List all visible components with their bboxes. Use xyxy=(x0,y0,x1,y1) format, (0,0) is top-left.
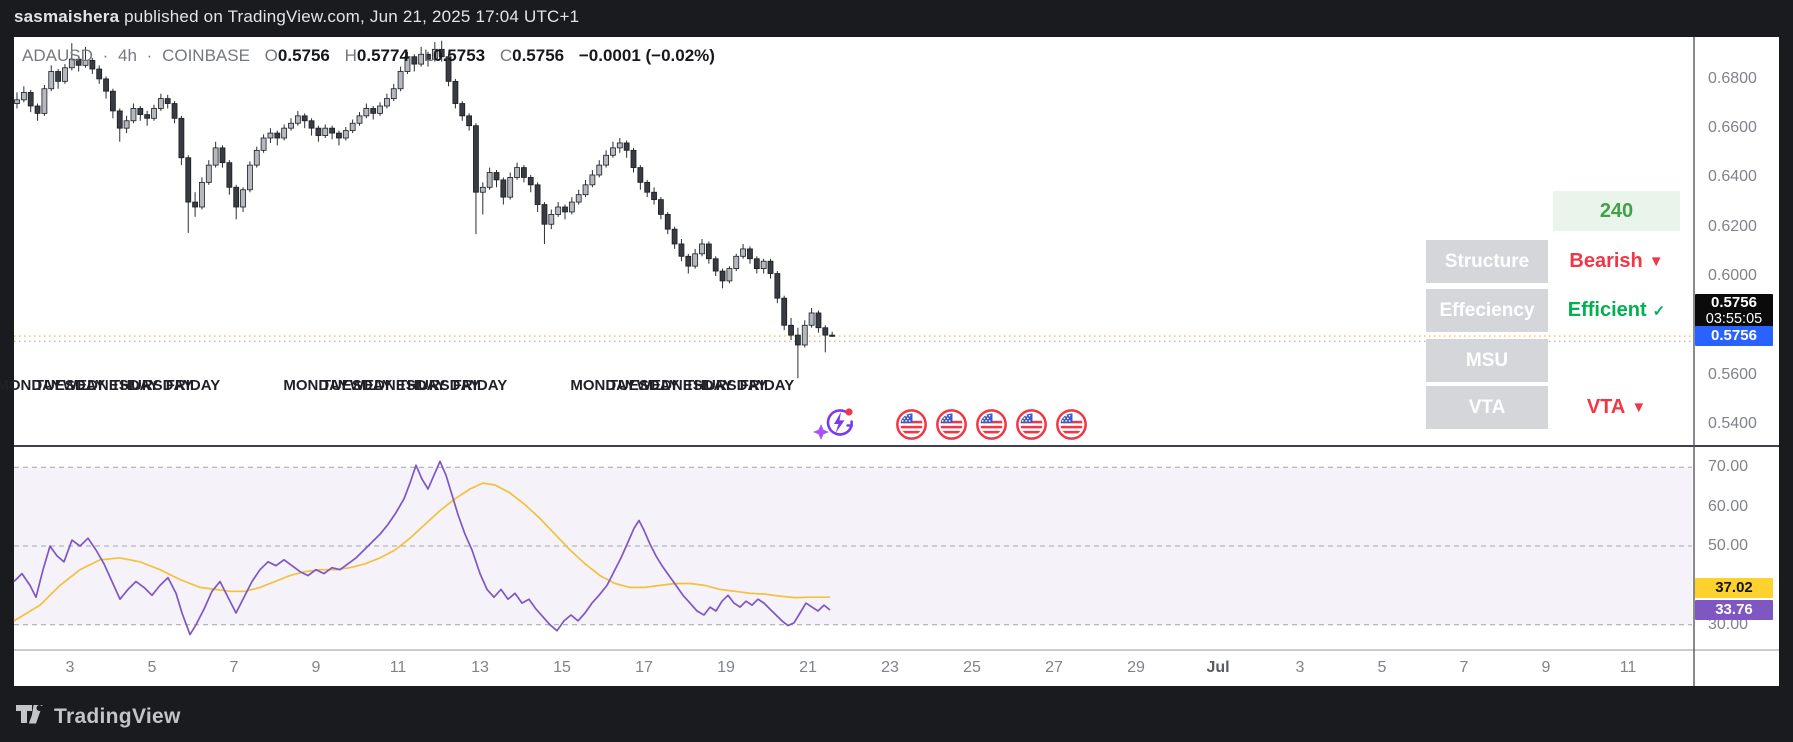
weekday-label: FRIDAY xyxy=(165,377,221,394)
caption-text: published on TradingView.com, Jun 21, 20… xyxy=(119,7,580,26)
weekday-label: FRIDAY xyxy=(739,377,795,394)
separator-dot: · xyxy=(146,46,153,65)
countdown-timer: 03:55:05 xyxy=(1705,311,1763,327)
footer-brand[interactable]: TradingView xyxy=(15,701,181,732)
weekday-label: WEDNESDAY xyxy=(62,377,160,394)
close-value: 0.5756 xyxy=(512,46,565,65)
weekday-label: FRIDAY xyxy=(452,377,508,394)
weekday-label: THURSDAY xyxy=(111,377,193,394)
time-tick-label: 29 xyxy=(1127,659,1145,676)
weekday-label: TUESDAY xyxy=(321,377,393,394)
high-value: 0.5774 xyxy=(356,46,409,65)
close-label: C xyxy=(499,46,513,65)
price-tick-label: 0.6200 xyxy=(1708,218,1757,235)
countdown-price: 0.5756 xyxy=(1711,294,1757,311)
change-value: −0.0001 (−0.02%) xyxy=(578,46,715,65)
indicator-value-effeciency: Efficient ✓ xyxy=(1567,299,1666,321)
timeframe-badge: 240 xyxy=(1553,191,1680,231)
price-tick-label: 0.6600 xyxy=(1708,119,1757,136)
rsi-tick-label: 50.00 xyxy=(1708,537,1749,554)
time-tick-label: 5 xyxy=(147,659,157,676)
rsi-tick-label: 30.00 xyxy=(1708,616,1749,633)
open-label: O xyxy=(264,46,278,65)
time-tick-label: 11 xyxy=(389,659,407,676)
time-tick-label: 9 xyxy=(311,659,321,676)
us-flag-icon[interactable] xyxy=(895,408,928,446)
time-tick-label: 27 xyxy=(1045,659,1063,676)
weekday-label: MONDAY xyxy=(0,377,62,394)
symbol-name[interactable]: ADAUSD xyxy=(22,46,93,65)
rsi-tick-label: 60.00 xyxy=(1708,498,1749,515)
indicator-label-vta: VTA xyxy=(1426,386,1548,429)
rsi-tick-label: 70.00 xyxy=(1708,458,1749,475)
price-tick-label: 0.6800 xyxy=(1708,70,1757,87)
time-tick-label: 19 xyxy=(717,659,735,676)
price-tick-label: 0.6000 xyxy=(1708,267,1757,284)
time-tick-label: 17 xyxy=(635,659,653,676)
time-tick-label: 25 xyxy=(963,659,981,676)
price-tick-label: 0.6400 xyxy=(1708,168,1757,185)
time-tick-label: 3 xyxy=(65,659,75,676)
weekday-label: TUESDAY xyxy=(34,377,106,394)
price-tick-label: 0.5400 xyxy=(1708,415,1757,432)
time-tick-label: 15 xyxy=(553,659,571,676)
time-tick-label: 23 xyxy=(881,659,899,676)
exchange-label: COINBASE xyxy=(162,46,250,65)
time-tick-label: 11 xyxy=(1619,659,1637,676)
open-value: 0.5756 xyxy=(277,46,330,65)
time-tick-label: 7 xyxy=(1459,659,1469,676)
time-tick-label: 13 xyxy=(471,659,489,676)
countdown-badge: 0.5756 03:55:05 xyxy=(1695,294,1773,328)
time-tick-label: 9 xyxy=(1541,659,1551,676)
indicator-value-structure: Bearish ▼ xyxy=(1569,250,1664,272)
time-tick-label: 5 xyxy=(1377,659,1387,676)
ai-sparkle-icon[interactable] xyxy=(813,404,855,447)
low-value: 0.5753 xyxy=(433,46,486,65)
time-axis[interactable] xyxy=(14,650,1694,686)
tradingview-logo-text: TradingView xyxy=(54,704,181,728)
weekday-label: MONDAY xyxy=(283,377,349,394)
indicator-label-effeciency: Effeciency xyxy=(1426,289,1548,332)
us-flag-icon[interactable] xyxy=(935,408,968,446)
us-flag-icon[interactable] xyxy=(1015,408,1048,446)
rsi-ma-value-badge: 37.02 xyxy=(1695,578,1773,598)
rsi-value-badge: 33.76 xyxy=(1695,600,1773,620)
weekday-label: TUESDAY xyxy=(608,377,680,394)
author-name: sasmaishera xyxy=(14,7,120,26)
low-label: L xyxy=(423,46,434,65)
timeframe-value: 240 xyxy=(1599,199,1634,222)
price-axis[interactable] xyxy=(1694,37,1779,650)
weekday-label: WEDNESDAY xyxy=(349,377,447,394)
weekday-label: THURSDAY xyxy=(685,377,767,394)
interval-label[interactable]: 4h xyxy=(118,46,137,65)
publish-caption: sasmaishera published on TradingView.com… xyxy=(14,7,579,27)
time-tick-label: 7 xyxy=(229,659,239,676)
us-flag-icon[interactable] xyxy=(1055,408,1088,446)
time-tick-label: 21 xyxy=(799,659,817,676)
indicator-label-structure: Structure xyxy=(1426,240,1548,283)
tradingview-logo-icon xyxy=(15,701,45,732)
high-label: H xyxy=(344,46,357,65)
separator-dot: · xyxy=(102,46,109,65)
indicator-label-msu: MSU xyxy=(1426,339,1548,382)
time-tick-label: 3 xyxy=(1295,659,1305,676)
price-tick-label: 0.5600 xyxy=(1708,366,1757,383)
symbol-header[interactable]: ADAUSD · 4h · COINBASE O0.5756 H0.5774 L… xyxy=(22,46,715,66)
weekday-label: WEDNESDAY xyxy=(636,377,734,394)
us-flag-icon[interactable] xyxy=(975,408,1008,446)
time-tick-label: Jul xyxy=(1206,659,1230,676)
weekday-label: MONDAY xyxy=(570,377,636,394)
weekday-label: THURSDAY xyxy=(398,377,480,394)
indicator-value-vta: VTA ▼ xyxy=(1586,396,1647,418)
last-price-badge: 0.5756 xyxy=(1695,326,1773,346)
